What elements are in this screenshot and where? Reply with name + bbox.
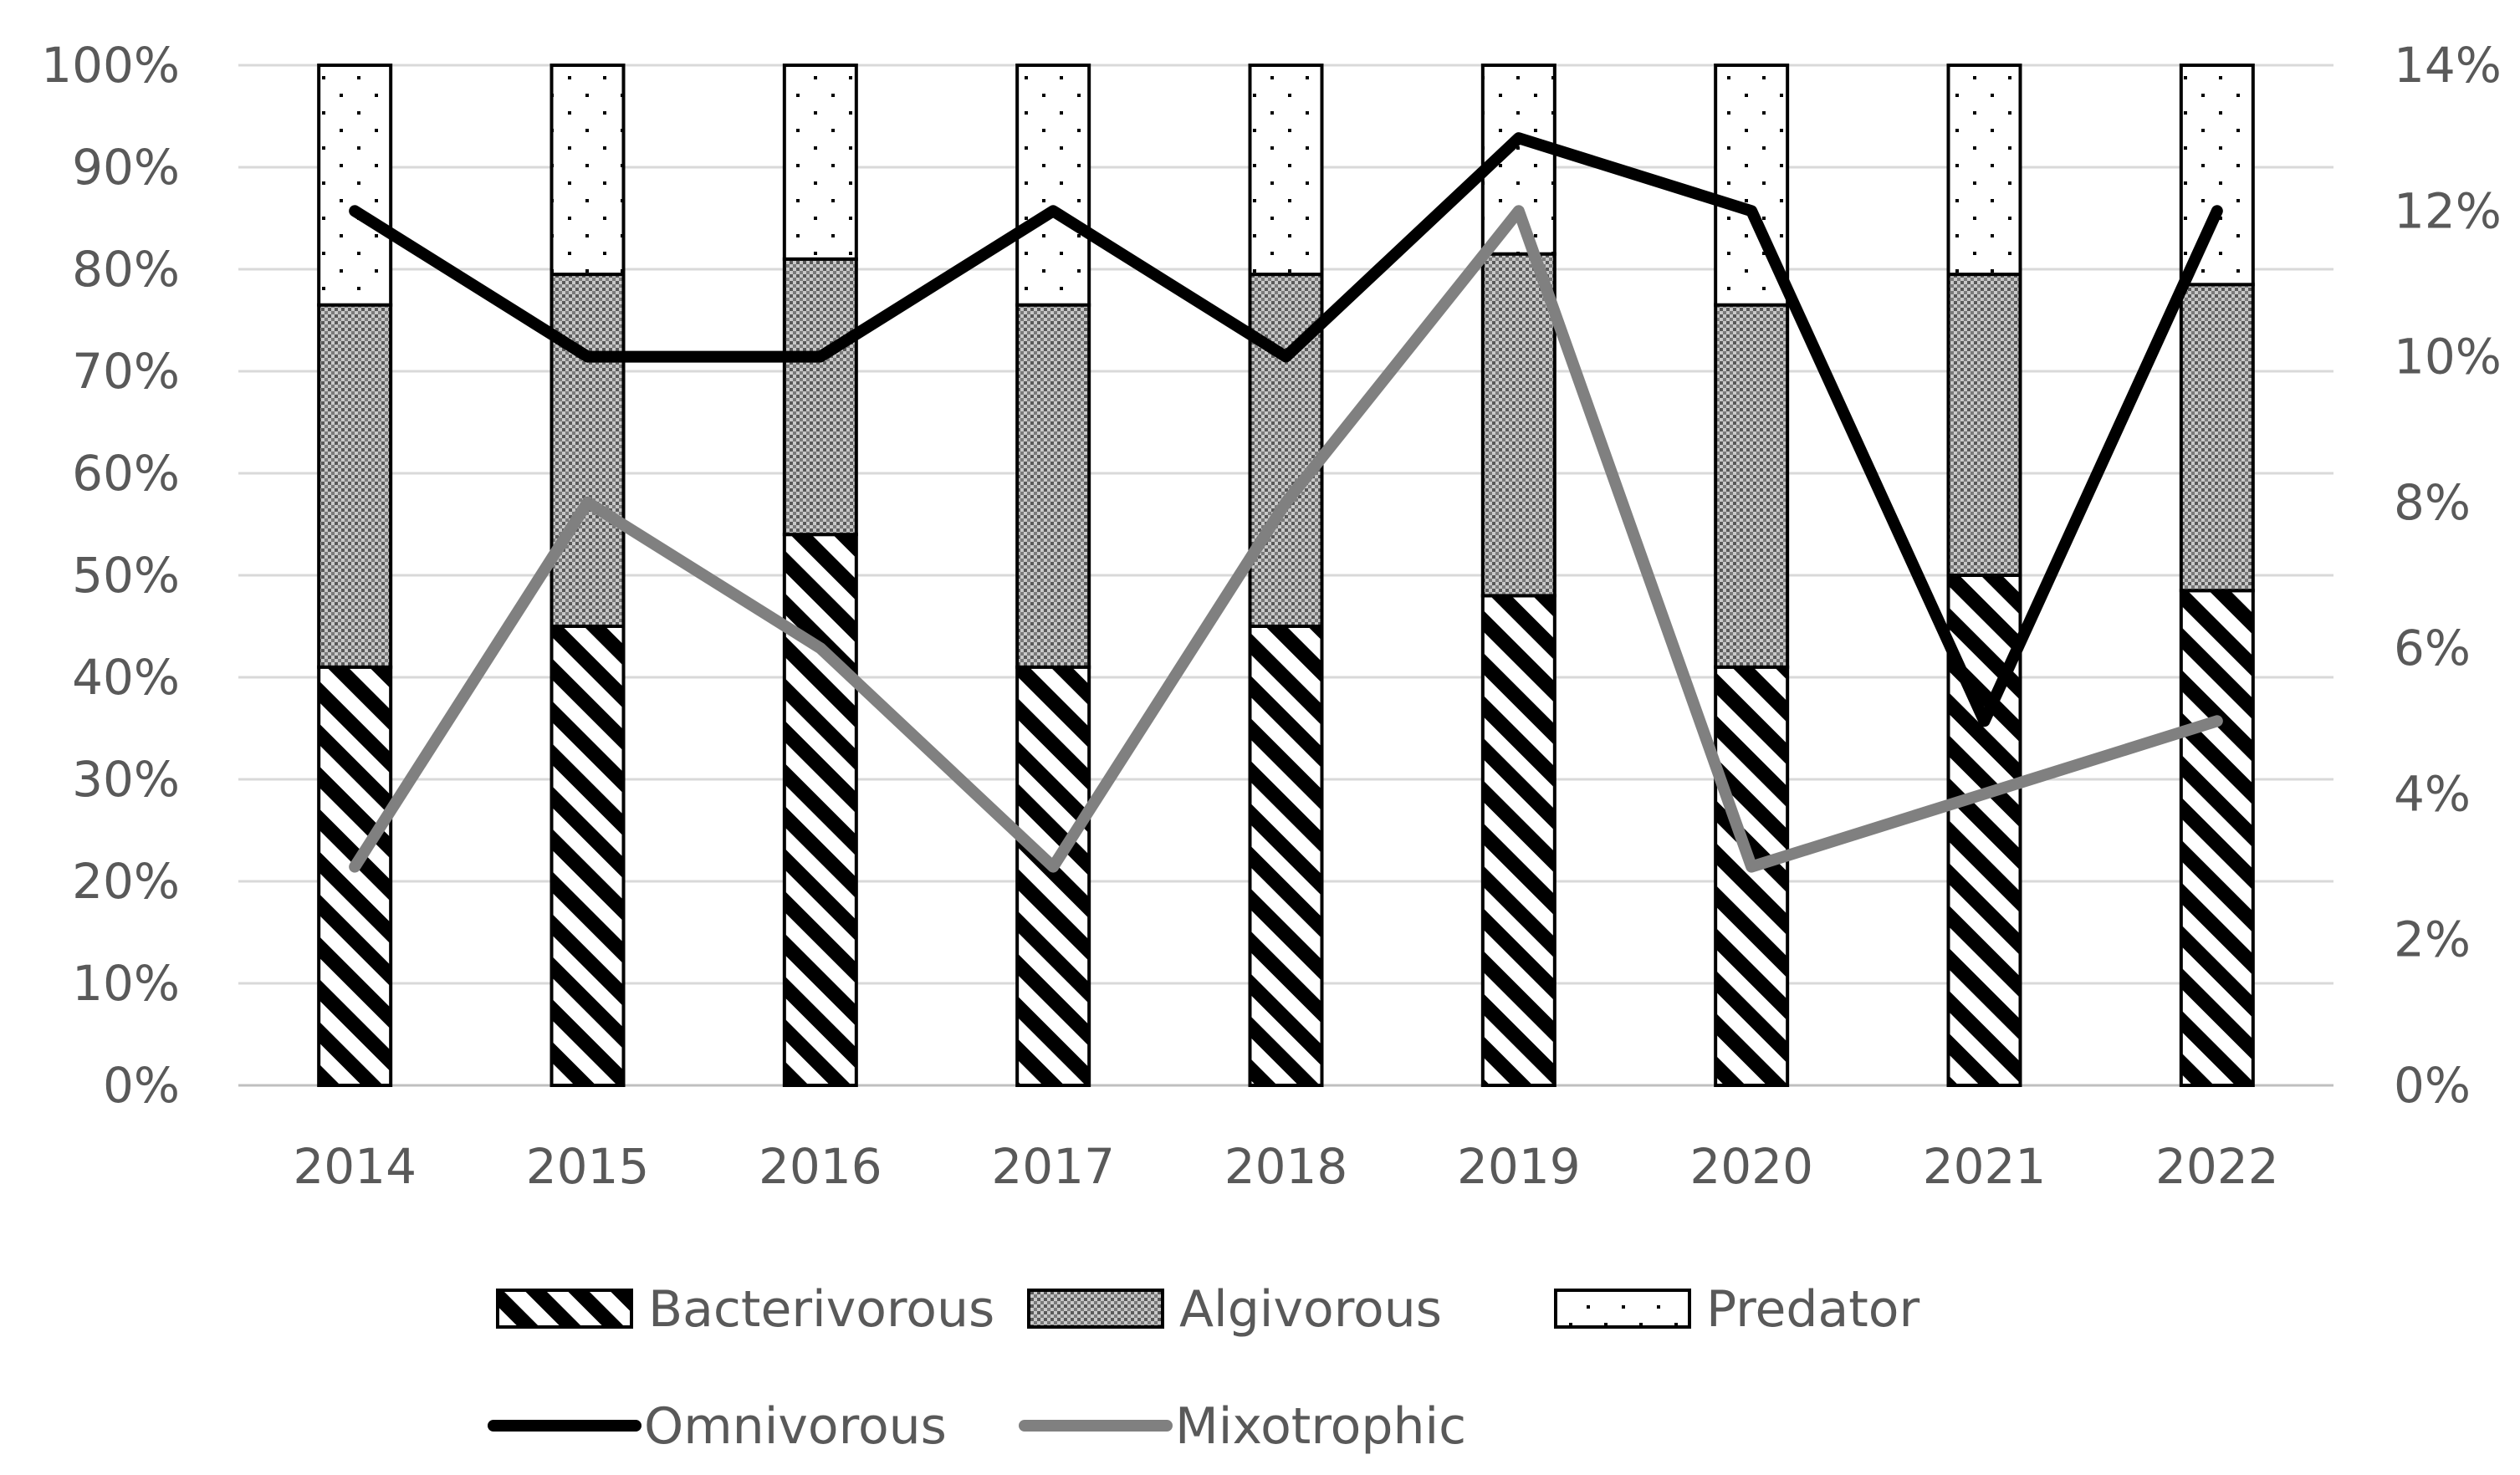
y-axis-tick-label: 60% [72, 445, 180, 502]
bar-bacterivorous-2017 [1017, 667, 1089, 1085]
y-axis-tick-label: 90% [72, 139, 180, 196]
bar-algivorous-2020 [1715, 305, 1787, 667]
y-axis-tick-label: 100% [41, 37, 180, 94]
y-axis-tick-label: 10% [72, 955, 180, 1012]
bar-predator-2015 [552, 65, 624, 274]
legend-swatch-predator [1556, 1290, 1689, 1327]
x-axis-tick-label: 2021 [1923, 1138, 2047, 1195]
legend-label-mixotrophic: Mixotrophic [1175, 1397, 1466, 1456]
bar-bacterivorous-2019 [1483, 595, 1555, 1085]
y2-axis-tick-label: 0% [2394, 1057, 2471, 1114]
y2-axis-tick-label: 6% [2394, 620, 2471, 676]
x-axis-tick-label: 2022 [2155, 1138, 2279, 1195]
x-axis-tick-label: 2017 [991, 1138, 1115, 1195]
y2-axis-tick-label: 8% [2394, 474, 2471, 531]
bar-bacterivorous-2016 [785, 534, 856, 1085]
y-axis-tick-label: 0% [103, 1057, 180, 1114]
bar-predator-2014 [319, 65, 391, 305]
x-axis-tick-label: 2014 [293, 1138, 417, 1195]
legend-item-predator: Predator [1556, 1280, 1919, 1339]
bar-predator-2016 [785, 65, 856, 259]
bar-bacterivorous-2015 [552, 626, 624, 1085]
x-axis-tick-label: 2018 [1224, 1138, 1348, 1195]
y-axis-tick-label: 20% [72, 853, 180, 910]
bars [319, 65, 2253, 1085]
y-axis-tick-label: 70% [72, 343, 180, 400]
y-axis-tick-label: 50% [72, 547, 180, 604]
y2-axis-tick-label: 10% [2394, 329, 2502, 385]
bar-predator-2018 [1250, 65, 1322, 274]
bar-bacterivorous-2018 [1250, 626, 1322, 1085]
x-axis-tick-label: 2020 [1689, 1138, 1813, 1195]
legend-swatch-algivorous [1029, 1290, 1163, 1327]
bar-bacterivorous-2014 [319, 667, 391, 1085]
bar-algivorous-2019 [1483, 254, 1555, 596]
legend-label-algivorous: Algivorous [1179, 1280, 1442, 1339]
y2-axis-tick-label: 2% [2394, 911, 2471, 968]
y-axis-tick-label: 30% [72, 751, 180, 808]
bar-bacterivorous-2022 [2181, 590, 2253, 1085]
bar-bacterivorous-2020 [1715, 667, 1787, 1085]
y-axis-tick-label: 80% [72, 241, 180, 298]
bar-algivorous-2022 [2181, 284, 2253, 590]
legend-label-bacterivorous: Bacterivorous [648, 1280, 994, 1339]
legend-swatch-bacterivorous [498, 1290, 631, 1327]
legend-item-algivorous: Algivorous [1029, 1280, 1442, 1339]
bar-algivorous-2017 [1017, 305, 1089, 667]
legend: Bacterivorous Algivorous Predator Omnivorou… [493, 1280, 1919, 1456]
bar-predator-2022 [2181, 65, 2253, 284]
x-axis-tick-label: 2016 [759, 1138, 882, 1195]
y-axis-tick-label: 40% [72, 649, 180, 706]
y2-axis-tick-label: 14% [2394, 37, 2502, 94]
y2-axis-tick-label: 4% [2394, 765, 2471, 822]
bar-algivorous-2021 [1949, 274, 2021, 575]
x-axis-tick-label: 2019 [1457, 1138, 1581, 1195]
bar-algivorous-2015 [552, 274, 624, 626]
legend-label-predator: Predator [1706, 1280, 1919, 1339]
legend-label-omnivorous: Omnivorous [644, 1397, 947, 1456]
bar-predator-2021 [1949, 65, 2021, 274]
y2-axis-tick-label: 12% [2394, 182, 2502, 239]
bar-predator-2017 [1017, 65, 1089, 305]
bar-algivorous-2014 [319, 305, 391, 667]
legend-item-omnivorous: Omnivorous [493, 1397, 947, 1456]
bar-algivorous-2016 [785, 259, 856, 534]
legend-item-bacterivorous: Bacterivorous [498, 1280, 994, 1339]
legend-item-mixotrophic: Mixotrophic [1025, 1397, 1466, 1456]
x-axis-tick-label: 2015 [526, 1138, 650, 1195]
